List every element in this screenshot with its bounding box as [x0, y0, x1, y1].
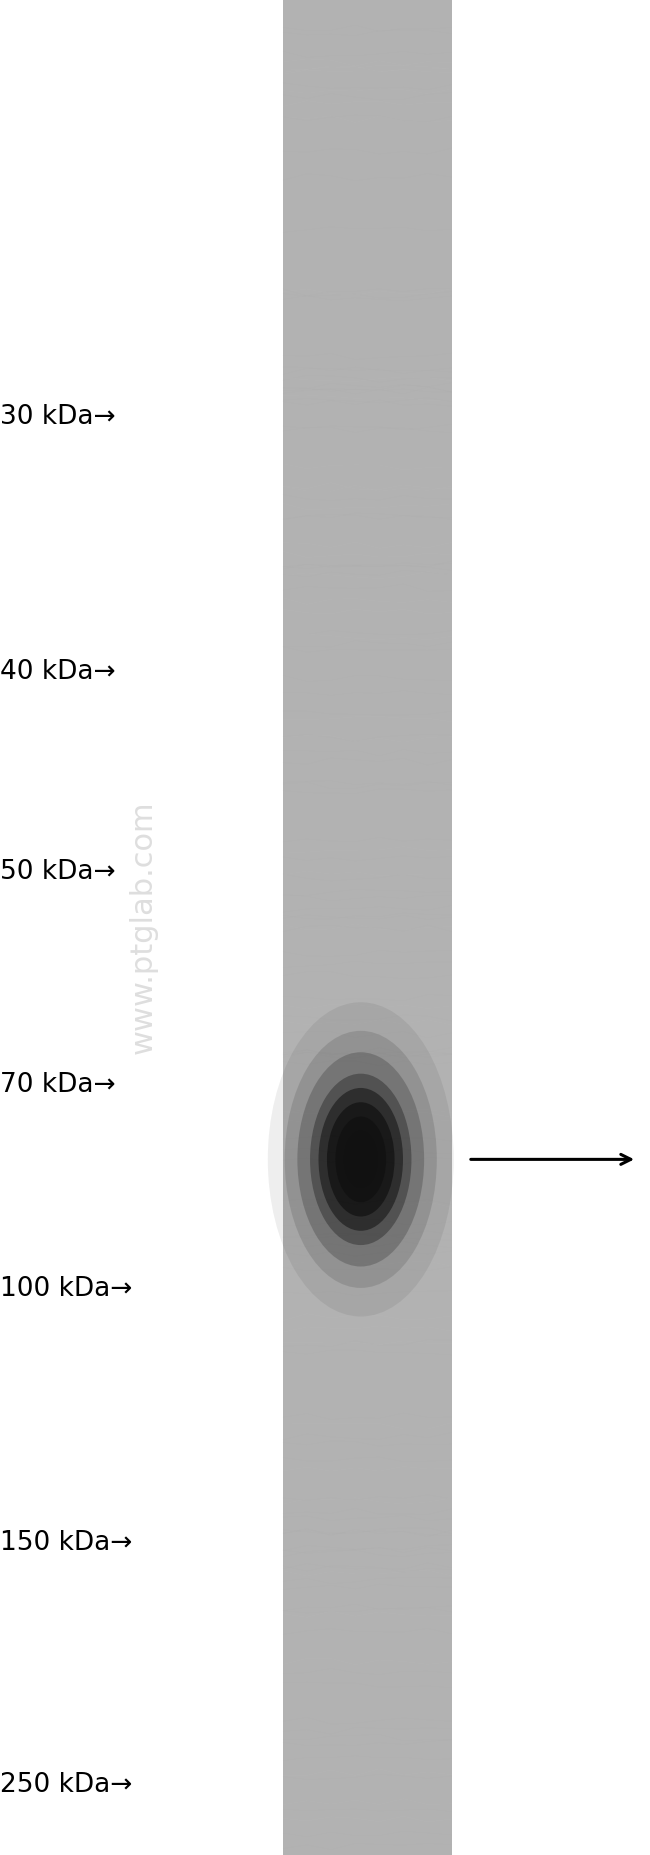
Ellipse shape — [350, 1141, 371, 1178]
Text: 250 kDa→: 250 kDa→ — [0, 1772, 133, 1797]
Ellipse shape — [318, 1087, 403, 1232]
Bar — [283, 0, 452, 1855]
Text: 30 kDa→: 30 kDa→ — [0, 404, 116, 430]
Text: www.ptglab.com: www.ptglab.com — [129, 801, 157, 1054]
Text: 100 kDa→: 100 kDa→ — [0, 1276, 133, 1302]
Ellipse shape — [344, 1132, 378, 1187]
Text: 150 kDa→: 150 kDa→ — [0, 1530, 133, 1556]
Ellipse shape — [285, 1031, 437, 1287]
Ellipse shape — [310, 1074, 411, 1245]
Text: 50 kDa→: 50 kDa→ — [0, 859, 116, 885]
Ellipse shape — [268, 1002, 454, 1317]
Ellipse shape — [327, 1102, 395, 1217]
Ellipse shape — [298, 1052, 424, 1267]
Text: 70 kDa→: 70 kDa→ — [0, 1072, 116, 1098]
Text: 40 kDa→: 40 kDa→ — [0, 659, 116, 684]
Ellipse shape — [335, 1117, 386, 1202]
